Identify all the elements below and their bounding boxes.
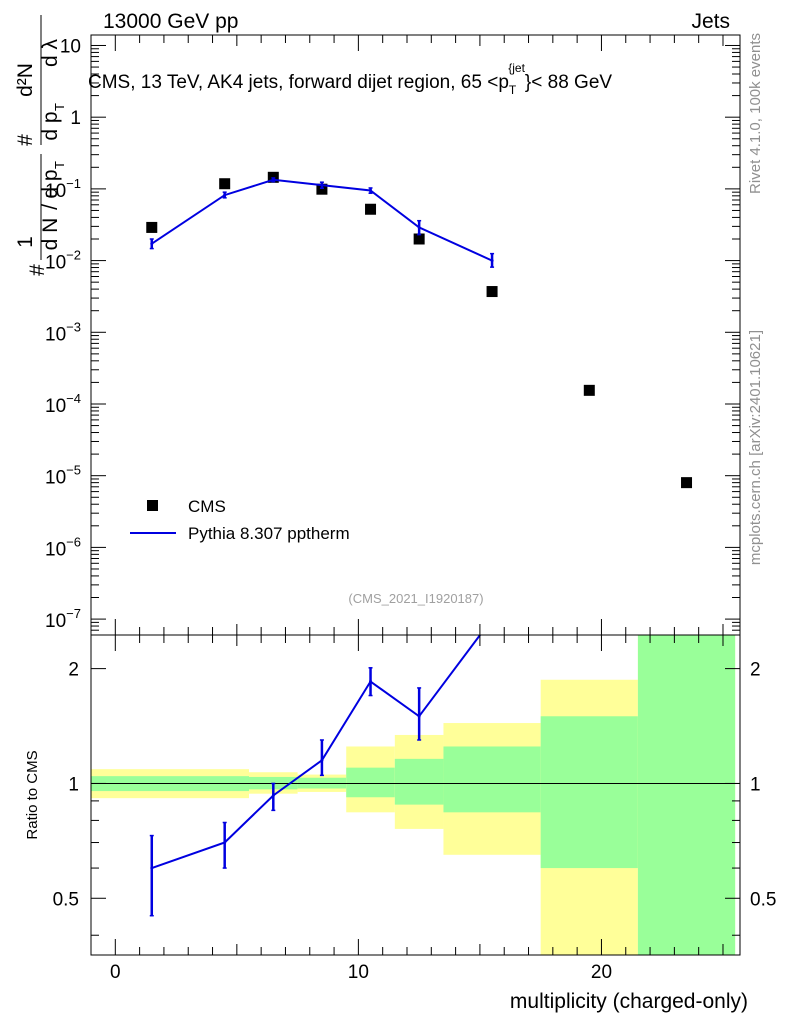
ratio-y-tick-label: 2 [68,660,79,681]
analysis-id: (CMS_2021_I1920187) [348,591,483,606]
pythia-data-point [150,242,154,246]
y-tick-label: 10−5 [45,463,81,489]
ratio-data-point [369,680,373,684]
ylabel-one: 1 [14,236,37,248]
ratio-panel: 0.5 0.5 1 1 2 2 0 10 20 Ratio to CMS multiplici… [24,634,777,1013]
top-axis-ticks [90,35,740,636]
y-tick-label: 10−3 [45,319,81,345]
ylabel-slash: / [39,204,62,210]
legend-cms-label: CMS [188,497,226,516]
cms-markers [146,171,693,489]
legend: CMS Pythia 8.307 pptherm [130,497,350,543]
ratio-data-point [223,841,227,845]
ratio-band-green [637,635,736,955]
ylabel-dN: d N [39,218,62,251]
x-tick-label: 10 [348,962,369,983]
ratio-y-tick-label-right: 1 [750,774,761,795]
title-sub: T [509,83,517,97]
ratio-y-tick-label: 1 [68,774,79,795]
pythia-data-point [320,183,324,187]
y-tick-label: 10−1 [45,176,81,202]
pythia-data-point [369,188,373,192]
y-tick-label: 10−2 [45,248,81,274]
ratio-band-green [346,767,395,798]
legend-cms-marker [147,500,158,511]
ratio-y-tick-label: 0.5 [53,889,79,910]
ylabel-d2N: d²N [14,63,37,97]
ratio-axis-ticks [90,635,740,955]
rivet-label: Rivet 4.1.0, 100k events [747,33,764,194]
pythia-data-point [271,178,275,182]
cms-data-point [219,178,231,190]
ylabel-dp2: d p [39,111,62,140]
ratio-data-point [320,758,324,762]
y-tick-label: 10−6 [45,534,81,560]
top-y-tick-labels: 10 1 10−1 10−2 10−3 10−4 10−5 10−6 10−7 [45,36,81,632]
legend-pythia-label: Pythia 8.307 pptherm [188,524,350,543]
pythia-data-point [223,193,227,197]
title-text: CMS, 13 TeV, AK4 jets, forward dijet reg… [88,72,509,93]
y-tick-label: 1 [70,108,81,129]
ratio-y-tick-labels: 0.5 0.5 1 1 2 2 [53,660,777,911]
pythia-line [149,177,495,268]
ylabel-dpT: d p [39,169,62,198]
ratio-series [149,635,482,917]
ylabel-T-sub2: T [52,103,67,111]
ratio-y-tick-label-right: 0.5 [750,889,776,910]
title-tail: }< 88 GeV [525,72,612,93]
ratio-y-axis-label: Ratio to CMS [24,750,41,839]
title-sup: {jet [508,61,525,75]
cms-data-point [413,233,425,245]
ratio-band-green [540,716,638,869]
pythia-data-point [417,225,421,229]
ratio-data-point [150,866,154,870]
cms-data-point [583,384,595,396]
header-category: Jets [691,10,730,33]
ylabel-hash2: # [14,134,37,146]
y-tick-label: 10−4 [45,391,81,417]
ratio-pythia-line [149,635,482,917]
ylabel-T-sub: T [52,161,67,169]
cms-data-point [486,286,498,298]
x-tick-labels: 0 10 20 [110,962,612,983]
ratio-panel-frame [90,634,741,956]
chart-title: CMS, 13 TeV, AK4 jets, forward dijet reg… [88,61,612,97]
ratio-data-point [271,793,275,797]
ylabel-dlambda: d λ [39,38,62,67]
ratio-y-tick-label-right: 2 [750,660,761,681]
x-tick-label: 0 [110,962,121,983]
top-panel: 10 1 10−1 10−2 10−3 10−4 10−5 10−6 10−7 CMS, 13 … [14,15,741,636]
pythia-data-point [490,259,494,263]
x-tick-label: 20 [591,962,612,983]
top-y-axis-label: # 1 d N / d p T # d²N d p T d λ [14,15,67,276]
top-panel-frame [90,34,741,636]
cms-data-point [146,221,158,233]
x-axis-label: multiplicity (charged-only) [510,990,748,1013]
header-energy: 13000 GeV pp [103,10,238,33]
ratio-data-point [417,714,421,718]
cms-data-point [681,477,693,489]
ratio-uncertainty-bands [91,635,736,955]
cms-data-point [365,203,377,215]
ratio-band-green [443,746,541,813]
ratio-band-green [394,758,444,805]
mcplots-label: mcplots.cern.ch [arXiv:2401.10621] [747,330,764,565]
cms-data-point [316,183,328,195]
ylabel-hash: # [26,264,49,276]
y-tick-label: 10 [60,36,81,57]
y-tick-label: 10−7 [45,606,81,632]
